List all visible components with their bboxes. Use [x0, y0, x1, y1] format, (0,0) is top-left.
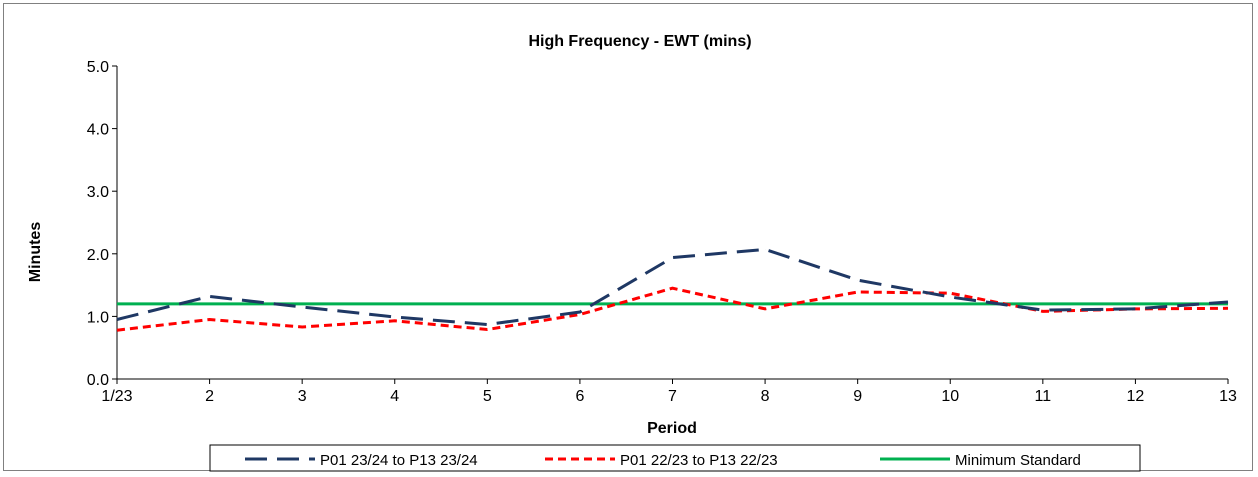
y-axis-title: Minutes — [27, 222, 44, 283]
legend-label-1: P01 22/23 to P13 22/23 — [620, 452, 778, 469]
x-tick-label: 13 — [1219, 388, 1237, 405]
y-tick-label: 1.0 — [87, 309, 109, 326]
y-tick-label: 0.0 — [87, 372, 109, 389]
x-tick-label: 11 — [1035, 388, 1052, 405]
chart-frame — [3, 3, 1253, 471]
x-tick-label: 9 — [853, 388, 862, 405]
y-tick-label: 3.0 — [87, 184, 109, 201]
y-axis-ticks: 0.0 1.0 2.0 3.0 4.0 5.0 — [87, 59, 117, 389]
x-tick-label: 8 — [761, 388, 770, 405]
x-tick-label: 10 — [941, 388, 959, 405]
legend-label-0: P01 23/24 to P13 23/24 — [320, 452, 478, 469]
x-axis-title: Period — [647, 420, 697, 437]
legend: P01 23/24 to P13 23/24 P01 22/23 to P13 2… — [209, 444, 1141, 472]
x-tick-label: 4 — [390, 388, 399, 405]
y-tick-label: 5.0 — [87, 59, 109, 76]
x-tick-label: 6 — [575, 388, 584, 405]
chart-title: High Frequency - EWT (mins) — [528, 33, 751, 50]
axes — [116, 66, 1228, 380]
y-tick-label: 2.0 — [87, 247, 109, 264]
legend-label-2: Minimum Standard — [955, 452, 1081, 469]
legend-box — [209, 444, 1141, 472]
x-tick-label: 12 — [1127, 388, 1145, 405]
x-tick-label: 3 — [298, 388, 307, 405]
x-tick-label: 2 — [205, 388, 214, 405]
x-tick-label: 5 — [483, 388, 492, 405]
series-lines — [116, 247, 1229, 332]
x-axis-ticks: 1/23 2 3 4 5 6 7 8 9 10 11 12 13 — [101, 379, 1237, 405]
x-tick-label: 1/23 — [101, 388, 132, 405]
y-tick-label: 4.0 — [87, 122, 109, 139]
x-tick-label: 7 — [668, 388, 677, 405]
